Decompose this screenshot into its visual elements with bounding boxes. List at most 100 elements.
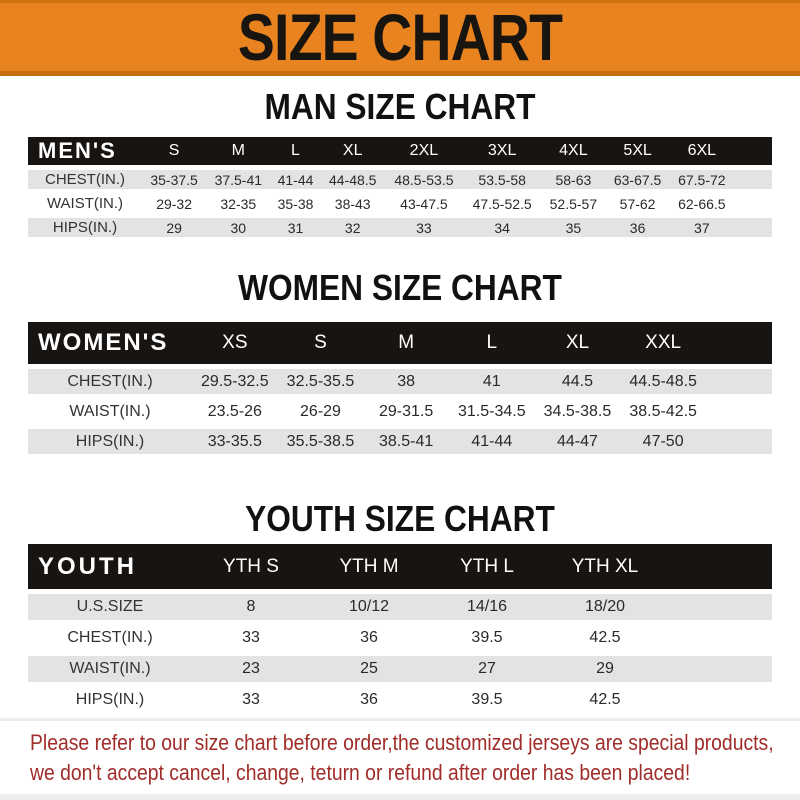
size-value: 63-67.5 xyxy=(605,170,670,189)
size-value: 10/12 xyxy=(310,594,428,620)
size-value: 34 xyxy=(463,218,542,237)
section-men: MAN SIZE CHART MEN'S S M L XL 2XL 3XL 4XL 5XL 6XL… xyxy=(28,87,772,242)
youth-size-table: YOUTH YTH S YTH M YTH L YTH XL U.S.SIZE 8 10/12… xyxy=(28,539,772,718)
size-value: 26-29 xyxy=(277,399,364,424)
column-header: L xyxy=(448,322,535,364)
men-section-heading: MAN SIZE CHART xyxy=(28,87,772,127)
women-size-table: WOMEN'S XS S M L XL XXL CHEST(IN.) 29.5-32.5 32.5… xyxy=(28,317,772,459)
column-header: S xyxy=(142,137,207,165)
size-value: 35 xyxy=(541,218,606,237)
size-value: 62-66.5 xyxy=(669,194,734,213)
size-value: 32 xyxy=(320,218,385,237)
size-value: 37.5-41 xyxy=(206,170,271,189)
table-row: HIPS(IN.) 33 36 39.5 42.5 xyxy=(28,687,772,713)
column-header: XL xyxy=(320,137,385,165)
row-label: U.S.SIZE xyxy=(28,594,192,620)
section-women: WOMEN SIZE CHART WOMEN'S XS S M L XL XXL CHEST(… xyxy=(28,268,772,459)
size-value: 29 xyxy=(546,656,664,682)
size-value: 47-50 xyxy=(620,429,706,454)
row-filler xyxy=(734,170,772,189)
size-value: 42.5 xyxy=(546,625,664,651)
size-value: 34.5-38.5 xyxy=(534,399,621,424)
size-value: 31.5-34.5 xyxy=(448,399,535,424)
row-label: WAIST(IN.) xyxy=(28,656,192,682)
size-value: 35-37.5 xyxy=(142,170,207,189)
header-filler xyxy=(664,544,772,589)
size-value: 67.5-72 xyxy=(669,170,734,189)
women-section-heading-text: WOMEN SIZE CHART xyxy=(238,267,562,308)
column-header: 5XL xyxy=(605,137,670,165)
size-value: 35.5-38.5 xyxy=(277,429,364,454)
footer-strip: Please refer to our size chart before or… xyxy=(0,718,800,800)
size-value: 52.5-57 xyxy=(541,194,606,213)
row-filler xyxy=(664,687,772,713)
row-label: HIPS(IN.) xyxy=(28,218,142,237)
column-header: YTH S xyxy=(192,544,310,589)
size-value: 37 xyxy=(669,218,734,237)
men-section-heading-text: MAN SIZE CHART xyxy=(264,86,536,127)
column-header: S xyxy=(277,322,364,364)
size-value: 33-35.5 xyxy=(192,429,278,454)
size-value: 38.5-41 xyxy=(363,429,449,454)
size-value: 36 xyxy=(605,218,670,237)
footer-note-line1: Please refer to our size chart before or… xyxy=(30,730,774,755)
row-label: WAIST(IN.) xyxy=(28,194,142,213)
row-filler xyxy=(734,218,772,237)
size-value: 25 xyxy=(310,656,428,682)
column-header: M xyxy=(206,137,271,165)
header-filler xyxy=(734,137,772,165)
size-value: 23.5-26 xyxy=(192,399,278,424)
size-value: 44-47 xyxy=(534,429,621,454)
size-value: 30 xyxy=(206,218,271,237)
table-row: U.S.SIZE 8 10/12 14/16 18/20 xyxy=(28,594,772,620)
size-value: 41-44 xyxy=(448,429,535,454)
size-value: 36 xyxy=(310,687,428,713)
row-label: CHEST(IN.) xyxy=(28,625,192,651)
row-filler xyxy=(706,429,772,454)
table-row: WAIST(IN.) 29-32 32-35 35-38 38-43 43-47.5 47.… xyxy=(28,194,772,213)
column-header: YTH L xyxy=(428,544,546,589)
size-value: 53.5-58 xyxy=(463,170,542,189)
size-value: 38 xyxy=(363,369,449,394)
table-corner-label: MEN'S xyxy=(28,137,142,165)
size-value: 44-48.5 xyxy=(320,170,385,189)
row-filler xyxy=(664,594,772,620)
column-header: XXL xyxy=(620,322,706,364)
table-row: CHEST(IN.) 33 36 39.5 42.5 xyxy=(28,625,772,651)
row-filler xyxy=(706,399,772,424)
size-value: 41 xyxy=(448,369,535,394)
table-row: CHEST(IN.) 35-37.5 37.5-41 41-44 44-48.5 48.5… xyxy=(28,170,772,189)
row-filler xyxy=(734,194,772,213)
header-filler xyxy=(706,322,772,364)
column-header: L xyxy=(270,137,321,165)
size-value: 58-63 xyxy=(541,170,606,189)
table-row: WAIST(IN.) 23.5-26 26-29 29-31.5 31.5-34.5 34… xyxy=(28,399,772,424)
size-value: 23 xyxy=(192,656,310,682)
row-label: HIPS(IN.) xyxy=(28,687,192,713)
row-filler xyxy=(664,656,772,682)
size-value: 8 xyxy=(192,594,310,620)
size-value: 38.5-42.5 xyxy=(620,399,706,424)
table-row: WAIST(IN.) 23 25 27 29 xyxy=(28,656,772,682)
banner: SIZE CHART xyxy=(0,0,800,76)
size-value: 39.5 xyxy=(428,625,546,651)
size-value: 29.5-32.5 xyxy=(192,369,278,394)
size-value: 44.5 xyxy=(534,369,621,394)
size-value: 29-31.5 xyxy=(363,399,449,424)
row-label: WAIST(IN.) xyxy=(28,399,192,424)
size-value: 33 xyxy=(384,218,464,237)
size-value: 14/16 xyxy=(428,594,546,620)
women-section-heading: WOMEN SIZE CHART xyxy=(28,268,772,308)
table-corner-label: YOUTH xyxy=(28,544,192,589)
size-value: 29-32 xyxy=(142,194,207,213)
column-header: 4XL xyxy=(541,137,606,165)
table-row: CHEST(IN.) 29.5-32.5 32.5-35.5 38 41 44.5 44.5… xyxy=(28,369,772,394)
table-header-row: YOUTH YTH S YTH M YTH L YTH XL xyxy=(28,544,772,589)
column-header: XL xyxy=(534,322,621,364)
size-value: 41-44 xyxy=(270,170,321,189)
size-value: 32.5-35.5 xyxy=(277,369,364,394)
size-charts: MAN SIZE CHART MEN'S S M L XL 2XL 3XL 4XL 5XL 6XL… xyxy=(28,87,772,718)
column-header: YTH M xyxy=(310,544,428,589)
youth-section-heading-text: YOUTH SIZE CHART xyxy=(245,498,555,539)
men-size-table: MEN'S S M L XL 2XL 3XL 4XL 5XL 6XL CHEST(IN.) 35-37… xyxy=(28,132,772,242)
